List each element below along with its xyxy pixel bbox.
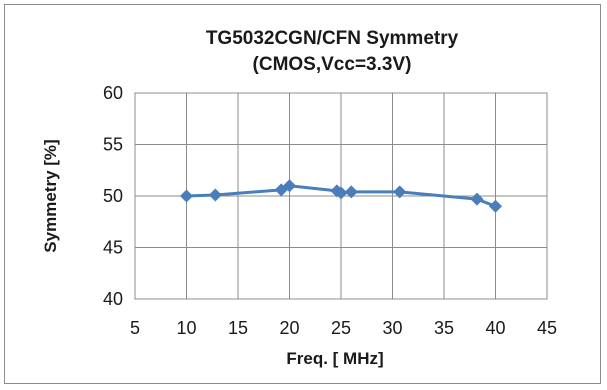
data-point-marker (470, 192, 484, 206)
data-point-marker (344, 185, 358, 199)
y-tick-label: 60 (103, 83, 123, 103)
x-tick-label: 10 (176, 318, 196, 338)
x-axis-label: Freq. [ MHz] (286, 349, 383, 368)
ticks-layer: 5 10 15 20 25 30 35 40 45 40 45 50 55 60 (103, 83, 557, 338)
x-tick-label: 40 (485, 318, 505, 338)
x-tick-label: 15 (228, 318, 248, 338)
x-tick-label: 45 (537, 318, 557, 338)
y-axis-label: Symmetry [%] (41, 139, 60, 252)
y-tick-label: 45 (103, 238, 123, 258)
data-point-marker (393, 185, 407, 199)
data-point-marker (334, 186, 348, 200)
series-layer (180, 179, 502, 213)
chart-frame (4, 4, 601, 384)
plot-area (134, 92, 548, 300)
data-point-marker (180, 189, 193, 203)
x-tick-label: 5 (130, 318, 140, 338)
data-point-marker (208, 188, 222, 202)
x-tick-label: 30 (382, 318, 402, 338)
chart-title: TG5032CGN/CFN Symmetry (206, 28, 459, 49)
data-point-marker (283, 179, 296, 193)
y-tick-label: 50 (103, 186, 123, 206)
data-point-marker (489, 199, 502, 213)
chart-subtitle: (CMOS,Vcc=3.3V) (253, 54, 412, 75)
x-tick-label: 20 (279, 318, 299, 338)
x-tick-label: 25 (331, 318, 351, 338)
y-tick-label: 55 (103, 135, 123, 155)
y-tick-label: 40 (103, 289, 123, 309)
x-tick-label: 35 (434, 318, 454, 338)
